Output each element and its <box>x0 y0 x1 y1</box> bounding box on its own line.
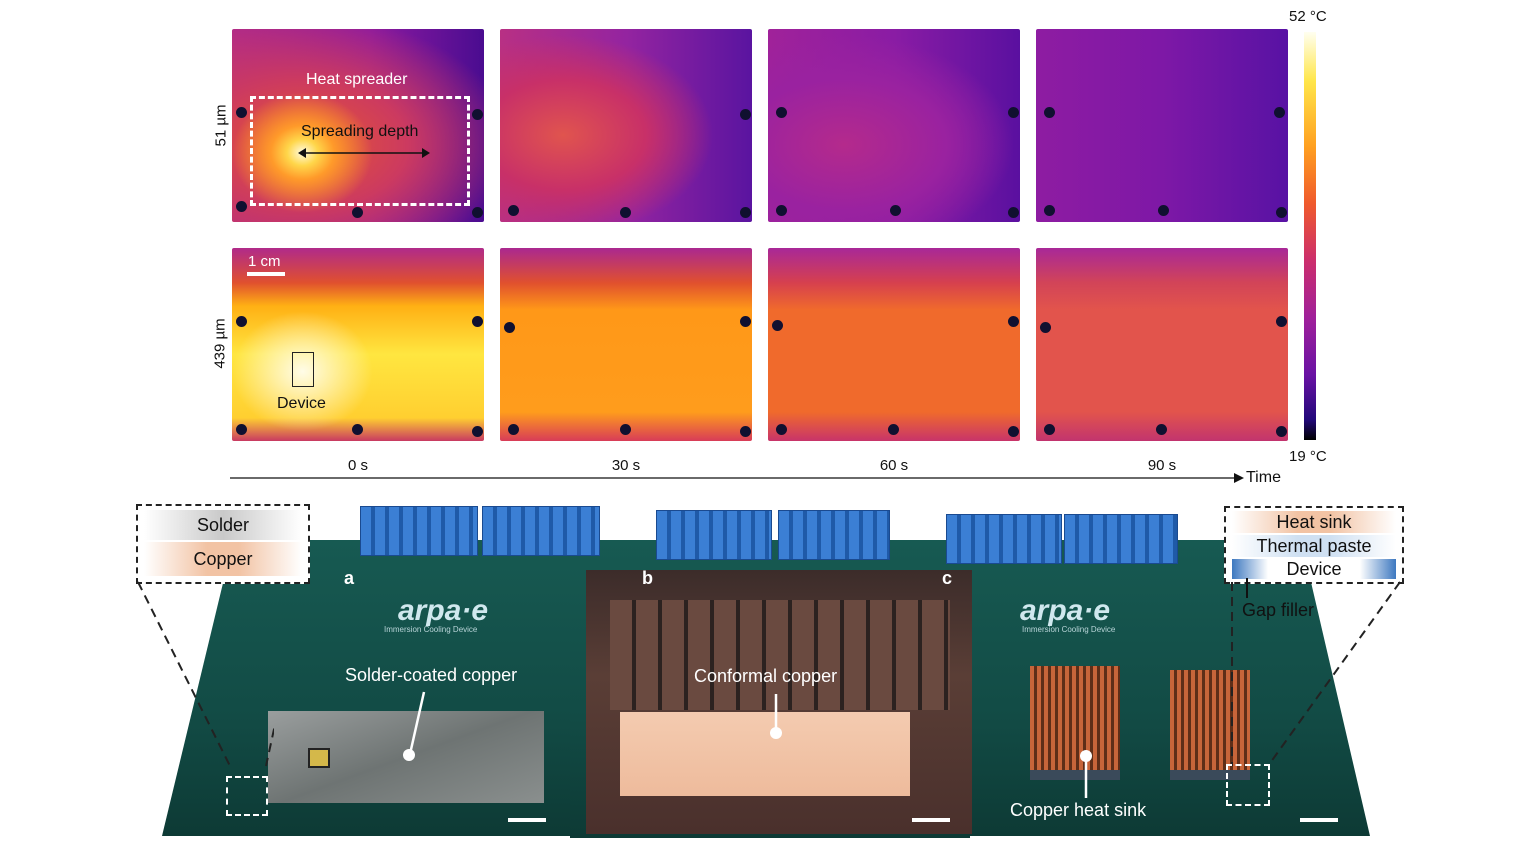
layer-thermal-paste: Thermal paste <box>1232 535 1396 557</box>
time-tick-30s: 30 s <box>611 457 641 474</box>
terminal-block-a2 <box>482 506 600 556</box>
copper-heat-sink-2 <box>1170 670 1250 780</box>
gap-filler-pointer <box>1246 578 1248 598</box>
time-tick-60s: 60 s <box>879 457 909 474</box>
terminal-block-a1 <box>360 506 478 556</box>
thermal-map-51um-0s <box>232 29 484 222</box>
pointer-conformal-copper <box>770 694 782 739</box>
spreading-depth-arrow <box>298 148 430 158</box>
panel-letter-b: b <box>642 568 653 588</box>
board-subtitle-c: Immersion Cooling Device <box>1022 625 1116 634</box>
spreading-depth-label: Spreading depth <box>301 123 419 140</box>
caption-conformal-copper: Conformal copper <box>694 666 838 686</box>
colorbar-min-label: 19 °C <box>1289 448 1327 465</box>
photo-scale-bar-b <box>912 818 950 822</box>
device-outline <box>292 352 314 387</box>
time-axis-arrow <box>230 473 1244 483</box>
board-subtitle-a: Immersion Cooling Device <box>384 625 478 634</box>
device-label: Device <box>277 395 326 412</box>
conformal-copper-traces <box>610 600 950 710</box>
thermal-map-439um-0s <box>232 248 484 441</box>
inset-left-zoom-lines <box>137 581 274 767</box>
conformal-copper-pad <box>620 712 910 796</box>
panel-letter-a: a <box>344 568 355 588</box>
colorbar-max-label: 52 °C <box>1289 8 1327 25</box>
time-axis-label: Time <box>1246 469 1281 486</box>
arpa-e-logo-a: arpa·e <box>398 594 489 627</box>
pcb-board-c <box>940 540 1370 836</box>
layer-heat-sink: Heat sink <box>1232 511 1396 533</box>
heat-spreader-label: Heat spreader <box>306 71 408 88</box>
terminal-block-b2 <box>778 510 890 560</box>
thermal-map-439um-30s <box>500 248 752 441</box>
thermal-map-51um-30s <box>500 29 752 222</box>
caption-solder-coated-copper: Solder-coated copper <box>345 665 518 685</box>
arpa-e-logo-c: arpa·e <box>1020 594 1111 627</box>
photo-scale-bar-a <box>508 818 546 822</box>
layer-copper: Copper <box>144 542 302 576</box>
inset-right-target-box <box>1226 764 1270 806</box>
thermal-map-51um-60s <box>768 29 1020 222</box>
terminal-block-c1 <box>946 514 1062 564</box>
inset-right-heat-sink-stack: Heat sink Thermal paste Device <box>1224 506 1404 584</box>
pointer-copper-heat-sink <box>1080 750 1092 798</box>
thermal-map-439um-60s <box>768 248 1020 441</box>
scale-bar-label: 1 cm <box>248 253 281 270</box>
row-label-51um: 51 µm <box>212 104 230 147</box>
terminal-block-c2 <box>1064 514 1178 564</box>
device-chip-a <box>308 748 330 768</box>
terminal-block-b1 <box>656 510 772 560</box>
layer-device: Device <box>1232 559 1396 579</box>
layer-solder: Solder <box>144 510 302 540</box>
inset-right-zoom-lines <box>1231 581 1401 767</box>
colorbar <box>1304 32 1316 440</box>
copper-heat-sink-1 <box>1030 666 1120 780</box>
inset-left-solder-copper: Solder Copper <box>136 504 310 584</box>
thermal-map-439um-90s <box>1036 248 1288 441</box>
panel-letter-c: c <box>942 568 953 588</box>
inset-left-target-box <box>226 776 268 816</box>
photo-scale-bar-c <box>1300 818 1338 822</box>
thermal-map-51um-90s <box>1036 29 1288 222</box>
gap-filler-label: Gap filler <box>1242 600 1315 620</box>
time-tick-90s: 90 s <box>1147 457 1177 474</box>
heat-spreader-outline <box>250 96 470 206</box>
row-label-439um: 439 µm <box>211 318 229 369</box>
pointer-solder-coated-copper <box>403 691 426 761</box>
time-tick-0s: 0 s <box>347 457 368 474</box>
caption-copper-heat-sink: Copper heat sink <box>1010 800 1147 820</box>
thermal-scale-bar <box>247 272 285 276</box>
